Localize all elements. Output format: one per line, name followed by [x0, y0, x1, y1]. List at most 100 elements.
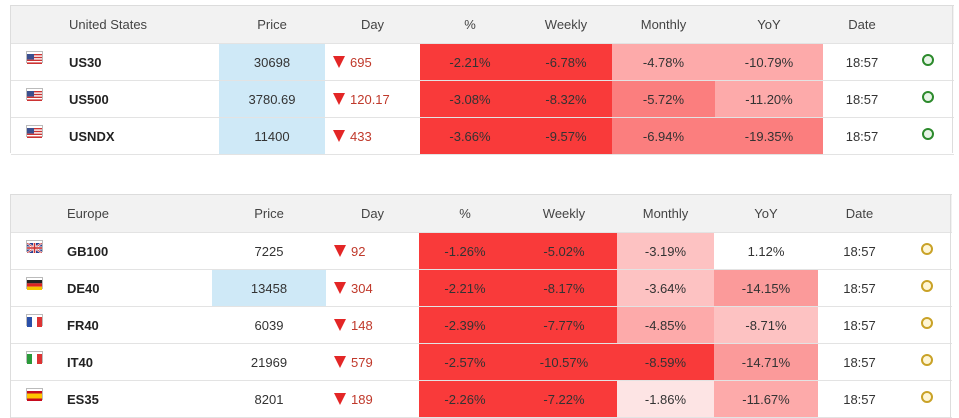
monthly-cell: -4.85%	[617, 306, 714, 344]
date-cell: 18:57	[818, 343, 901, 381]
symbol-link[interactable]: GB100	[57, 232, 212, 270]
monthly-cell: -3.64%	[617, 269, 714, 307]
monthly-cell: -5.72%	[612, 80, 715, 118]
day-change-value: 433	[350, 128, 372, 144]
us-flag-icon	[26, 126, 42, 139]
day-change-cell: 433	[325, 117, 420, 155]
symbol-link[interactable]: DE40	[57, 269, 212, 307]
day-change-value: 695	[350, 54, 372, 70]
symbol-link[interactable]: USNDX	[57, 117, 219, 155]
yoy-cell: -14.71%	[714, 343, 818, 381]
yoy-cell: -11.67%	[714, 380, 818, 418]
yoy-cell: -10.79%	[715, 43, 823, 81]
down-arrow-icon	[334, 244, 346, 257]
monthly-cell: -6.94%	[612, 117, 715, 155]
day-change-cell: 304	[326, 269, 419, 307]
date-cell: 18:57	[818, 232, 901, 270]
pct-cell: -2.21%	[419, 269, 511, 307]
table-row[interactable]: FR40 6039 148 -2.39% -7.77% -4.85% -8.71% 18:57	[11, 306, 952, 344]
us-flag-icon	[26, 52, 42, 65]
weekly-cell: -9.57%	[520, 117, 612, 155]
day-change-value: 304	[351, 280, 373, 296]
pct-cell: -2.21%	[420, 43, 520, 81]
col-day[interactable]: Day	[325, 5, 420, 44]
region-title: United States	[57, 5, 219, 44]
table-row[interactable]: USNDX 11400 433 -3.66% -9.57% -6.94% -19.35% 18…	[11, 117, 954, 155]
monthly-cell: -1.86%	[617, 380, 714, 418]
monthly-cell: -3.19%	[617, 232, 714, 270]
col-pct[interactable]: %	[420, 5, 520, 44]
status-smiley-icon	[921, 90, 934, 103]
date-cell: 18:57	[823, 43, 901, 81]
down-arrow-icon	[334, 355, 346, 368]
col-weekly[interactable]: Weekly	[511, 194, 617, 233]
down-arrow-icon	[334, 318, 346, 331]
col-weekly[interactable]: Weekly	[520, 5, 612, 44]
symbol-link[interactable]: ES35	[57, 380, 212, 418]
price-cell: 8201	[212, 380, 326, 418]
weekly-cell: -7.22%	[511, 380, 617, 418]
day-change-cell: 120.17	[325, 80, 420, 118]
pct-cell: -2.57%	[419, 343, 511, 381]
status-smiley-icon	[921, 127, 934, 140]
price-cell: 6039	[212, 306, 326, 344]
col-monthly[interactable]: Monthly	[612, 5, 715, 44]
pct-cell: -3.08%	[420, 80, 520, 118]
col-price[interactable]: Price	[212, 194, 326, 233]
down-arrow-icon	[333, 129, 345, 142]
col-date[interactable]: Date	[823, 5, 901, 44]
symbol-link[interactable]: FR40	[57, 306, 212, 344]
yoy-cell: -11.20%	[715, 80, 823, 118]
symbol-link[interactable]: US30	[57, 43, 219, 81]
es-flag-icon	[26, 389, 42, 402]
col-yoy[interactable]: YoY	[714, 194, 818, 233]
weekly-cell: -10.57%	[511, 343, 617, 381]
weekly-cell: -5.02%	[511, 232, 617, 270]
col-pct[interactable]: %	[419, 194, 511, 233]
day-change-cell: 189	[326, 380, 419, 418]
status-smiley-icon	[920, 390, 933, 403]
table-row[interactable]: IT40 21969 579 -2.57% -10.57% -8.59% -14.71% 18…	[11, 343, 952, 381]
col-monthly[interactable]: Monthly	[617, 194, 714, 233]
it-flag-icon	[26, 352, 42, 365]
monthly-cell: -8.59%	[617, 343, 714, 381]
yoy-cell: -14.15%	[714, 269, 818, 307]
date-cell: 18:57	[823, 80, 901, 118]
region-title: Europe	[57, 194, 212, 233]
symbol-link[interactable]: IT40	[57, 343, 212, 381]
monthly-cell: -4.78%	[612, 43, 715, 81]
table-header: Europe Price Day % Weekly Monthly YoY Da…	[11, 194, 952, 233]
pct-cell: -2.26%	[419, 380, 511, 418]
weekly-cell: -8.17%	[511, 269, 617, 307]
symbol-link[interactable]: US500	[57, 80, 219, 118]
day-change-value: 148	[351, 317, 373, 333]
table-row[interactable]: GB100 7225 92 -1.26% -5.02% -3.19% 1.12% 18:57	[11, 232, 952, 270]
down-arrow-icon	[333, 92, 345, 105]
down-arrow-icon	[334, 392, 346, 405]
table-row[interactable]: DE40 13458 304 -2.21% -8.17% -3.64% -14.15% 18:…	[11, 269, 952, 307]
status-smiley-icon	[921, 53, 934, 66]
status-smiley-icon	[920, 279, 933, 292]
day-change-value: 92	[351, 243, 366, 259]
table-row[interactable]: ES35 8201 189 -2.26% -7.22% -1.86% -11.67% 18:5…	[11, 380, 952, 418]
day-change-value: 579	[351, 354, 373, 370]
price-cell: 30698	[219, 43, 325, 81]
status-smiley-icon	[920, 353, 933, 366]
col-date[interactable]: Date	[818, 194, 901, 233]
price-cell: 13458	[212, 269, 326, 307]
date-cell: 18:57	[818, 306, 901, 344]
table-row[interactable]: US500 3780.69 120.17 -3.08% -8.32% -5.72% -11.…	[11, 80, 954, 118]
down-arrow-icon	[333, 55, 345, 68]
yoy-cell: -8.71%	[714, 306, 818, 344]
uk-flag-icon	[25, 241, 43, 254]
date-cell: 18:57	[823, 117, 901, 155]
col-price[interactable]: Price	[219, 5, 325, 44]
yoy-cell: -19.35%	[715, 117, 823, 155]
table-header: United States Price Day % Weekly Monthly…	[11, 5, 954, 44]
fr-flag-icon	[26, 315, 42, 328]
col-day[interactable]: Day	[326, 194, 419, 233]
col-yoy[interactable]: YoY	[715, 5, 823, 44]
table-row[interactable]: US30 30698 695 -2.21% -6.78% -4.78% -10.79% 18:…	[11, 43, 954, 81]
us-indices-table: United States Price Day % Weekly Monthly…	[11, 5, 954, 155]
weekly-cell: -7.77%	[511, 306, 617, 344]
